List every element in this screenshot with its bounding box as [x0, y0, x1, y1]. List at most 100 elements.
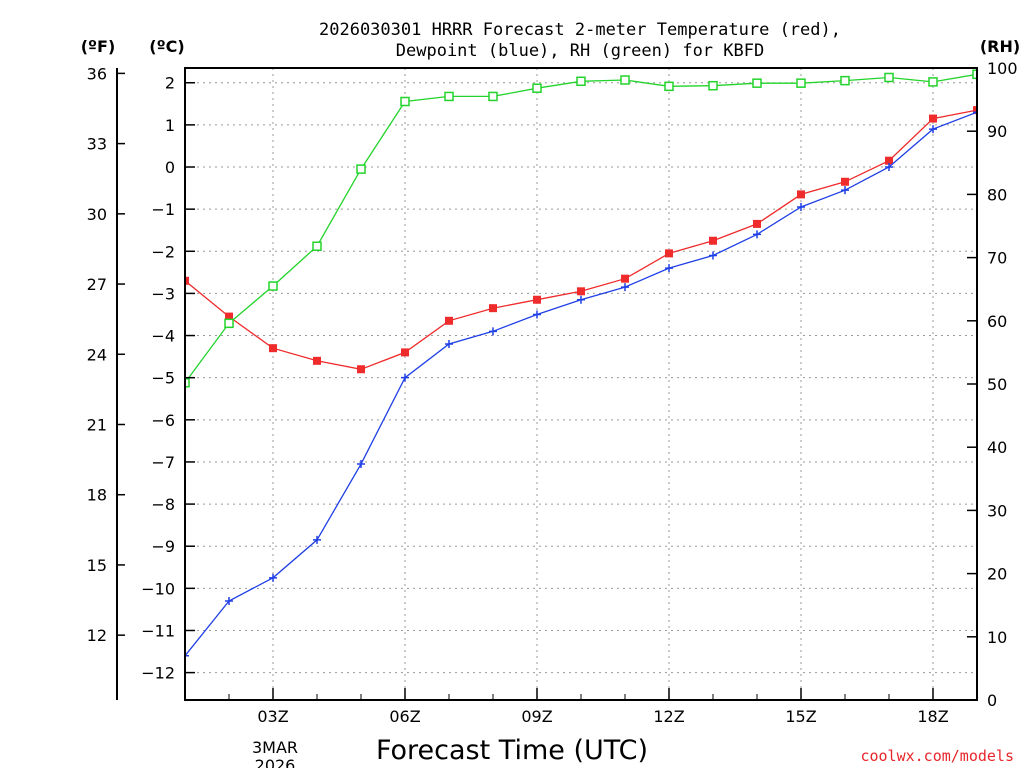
rh-point	[224, 318, 234, 329]
temperature-point	[753, 219, 761, 228]
fahrenheit-tick-label: 21	[87, 415, 107, 434]
dewpoint-point	[973, 108, 977, 117]
dewpoint-point	[621, 283, 629, 292]
temperature-point	[797, 190, 805, 199]
celsius-tick-label: −1	[151, 200, 175, 219]
series-layer	[185, 69, 977, 660]
celsius-tick-label: 0	[165, 158, 175, 177]
dewpoint-point	[797, 203, 805, 212]
rh-point	[708, 80, 718, 91]
x-tick-label: 15Z	[785, 707, 816, 726]
celsius-tick-label: −2	[151, 242, 175, 261]
rh-tick-label: 20	[987, 565, 1007, 584]
x-tick-label: 06Z	[389, 707, 420, 726]
rh-point	[620, 75, 630, 85]
rh-point	[444, 91, 454, 102]
temperature-point	[313, 356, 321, 365]
temperature-point	[489, 304, 497, 313]
celsius-tick-label: −3	[151, 284, 175, 303]
x-axis-title: Forecast Time (UTC)	[376, 735, 648, 766]
source-credit: coolwx.com/models	[860, 747, 1014, 765]
celsius-tick-label: −10	[141, 579, 175, 598]
temperature-point	[621, 274, 629, 283]
dewpoint-point	[533, 310, 541, 319]
date-label-year: 2026	[255, 756, 296, 768]
plot-frame	[184, 67, 978, 701]
temperature-point	[445, 316, 453, 325]
fahrenheit-tick-label: 27	[87, 275, 107, 294]
celsius-tick-label: −5	[151, 369, 175, 388]
temperature-point	[885, 156, 893, 165]
chart-title-line-1: 2026030301 HRRR Forecast 2-meter Tempera…	[319, 20, 841, 40]
fahrenheit-tick-label: 33	[87, 135, 107, 154]
x-tick-label: 18Z	[917, 707, 948, 726]
rh-point	[400, 96, 410, 107]
rh-series	[185, 69, 977, 388]
temperature-point	[185, 276, 189, 285]
rh-point	[972, 69, 977, 80]
temperature-point	[841, 177, 849, 186]
dewpoint-point	[577, 295, 585, 304]
rh-tick-label: 40	[987, 438, 1007, 457]
rh-tick-label: 80	[987, 185, 1007, 204]
rh-tick-label: 0	[987, 691, 997, 710]
celsius-unit-label: (ºC)	[149, 37, 184, 56]
rh-point	[664, 81, 674, 92]
dewpoint-point	[357, 460, 365, 469]
temperature-point	[929, 114, 937, 123]
rh-point	[356, 164, 366, 174]
temperature-point	[225, 312, 233, 321]
dewpoint-point	[225, 596, 233, 605]
temperature-point	[709, 236, 717, 245]
dewpoint-line	[185, 111, 977, 657]
temperature-line	[185, 109, 977, 370]
rh-tick-label: 10	[987, 628, 1007, 647]
chart-title-line-2: Dewpoint (blue), RH (green) for KBFD	[396, 41, 764, 61]
rh-point	[884, 72, 894, 83]
fahrenheit-unit-label: (ºF)	[81, 37, 116, 56]
temperature-series	[185, 106, 977, 374]
rh-point	[185, 377, 190, 388]
temperature-point	[269, 344, 277, 353]
dewpoint-point	[401, 373, 409, 382]
temperature-point	[401, 348, 409, 357]
celsius-tick-label: 1	[165, 116, 175, 135]
fahrenheit-tick-label: 15	[87, 556, 107, 575]
rh-unit-label: (RH)	[980, 37, 1020, 56]
rh-tick-label: 60	[987, 312, 1007, 331]
rh-point	[268, 281, 278, 291]
rh-tick-label: 70	[987, 249, 1007, 268]
celsius-tick-label: −7	[151, 453, 175, 472]
x-tick-label: 09Z	[521, 707, 552, 726]
dewpoint-point	[929, 125, 937, 134]
x-tick-label: 12Z	[653, 707, 684, 726]
rh-point	[840, 75, 850, 86]
temperature-point	[577, 287, 585, 296]
celsius-tick-label: −4	[151, 327, 175, 346]
temperature-point	[357, 365, 365, 374]
grid-lines	[185, 68, 977, 700]
dewpoint-point	[445, 339, 453, 348]
rh-tick-label: 100	[987, 59, 1018, 78]
temperature-point	[665, 249, 673, 258]
dewpoint-point	[841, 186, 849, 195]
temperature-point	[533, 295, 541, 304]
fahrenheit-tick-label: 24	[87, 345, 107, 364]
celsius-tick-label: −9	[151, 537, 175, 556]
celsius-tick-label: −8	[151, 495, 175, 514]
rh-point	[752, 78, 762, 88]
rh-tick-label: 90	[987, 122, 1007, 141]
fahrenheit-tick-label: 18	[87, 486, 107, 505]
rh-point	[312, 241, 322, 251]
dewpoint-point	[185, 651, 189, 660]
dewpoint-point	[269, 573, 277, 582]
x-tick-label: 03Z	[257, 707, 288, 726]
fahrenheit-tick-label: 30	[87, 205, 107, 224]
dewpoint-point	[665, 264, 673, 273]
fahrenheit-tick-label: 12	[87, 626, 107, 645]
rh-point	[532, 83, 542, 93]
axis-ticks: 210−1−2−3−4−5−6−7−8−9−10−11−123633302724…	[87, 59, 1018, 726]
celsius-tick-label: −12	[141, 664, 175, 683]
dewpoint-point	[885, 163, 893, 172]
